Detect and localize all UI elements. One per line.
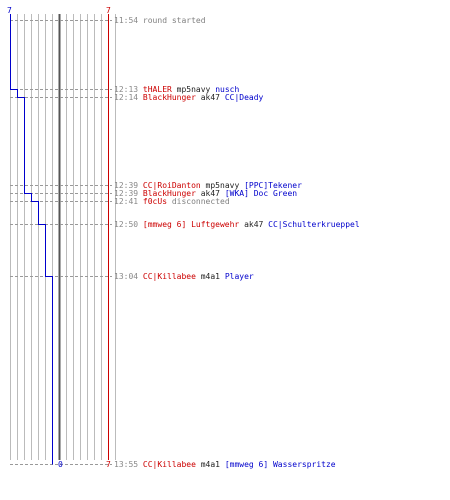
event-time: 12:50 [114,220,139,229]
blue-end-count: 0 [58,460,63,469]
event-detail: mp5navy [205,181,240,190]
event-detail: ak47 [200,189,220,198]
killer-name: BlackHunger [142,189,196,198]
event-time: 12:13 [114,85,139,94]
event-time: 12:39 [114,181,139,190]
event-row: 13:55 CC|Killabee m4a1 [mmweg 6] Wassers… [114,460,336,469]
event-row: 12:13 tHALER mp5navy nusch [114,85,239,94]
killer-name: BlackHunger [142,93,196,102]
killer-name: CC|Killabee [142,460,196,469]
event-row: 12:14 BlackHunger ak47 CC|Deady [114,93,263,102]
event-detail: ak47 [200,93,220,102]
event-row: 12:41 f0cUs disconnected [114,197,230,206]
event-row: 12:50 [mmweg 6] Luftgewehr ak47 CC|Schul… [114,220,360,229]
event-time: 13:55 [114,460,139,469]
killer-name: CC|RoiDanton [142,181,201,190]
event-row: 11:54 round started [114,16,206,25]
killer-name: f0cUs [142,197,168,206]
event-time: 11:54 [114,16,139,25]
event-detail: mp5navy [176,85,211,94]
event-time: 12:41 [114,197,139,206]
event-detail: round started [142,16,206,25]
red-start-count: 7 [106,6,111,15]
blue-start-count: 7 [7,6,12,15]
killer-name: CC|Killabee [142,272,196,281]
event-detail: m4a1 [200,272,220,281]
event-time: 12:39 [114,189,139,198]
event-row: 13:04 CC|Killabee m4a1 Player [114,272,254,281]
red-end-count: 7 [106,460,111,469]
victim-name: nusch [215,85,240,94]
event-time: 12:14 [114,93,139,102]
event-detail: ak47 [244,220,264,229]
killer-name: [mmweg 6] Luftgewehr [142,220,240,229]
victim-name: [WKA] Doc Green [224,189,298,198]
event-detail: disconnected [171,197,230,206]
victim-name: CC|Deady [224,93,264,102]
killer-name: tHALER [142,85,172,94]
victim-name: Player [224,272,254,281]
event-row: 12:39 CC|RoiDanton mp5navy [PPC]Tekener [114,181,302,190]
victim-name: [PPC]Tekener [244,181,302,190]
event-row: 12:39 BlackHunger ak47 [WKA] Doc Green [114,189,297,198]
blue-team-line [10,14,53,465]
event-detail: m4a1 [200,460,220,469]
event-time: 13:04 [114,272,139,281]
victim-name: CC|Schulterkrueppel [268,220,360,229]
victim-name: [mmweg 6] Wasserspritze [224,460,336,469]
